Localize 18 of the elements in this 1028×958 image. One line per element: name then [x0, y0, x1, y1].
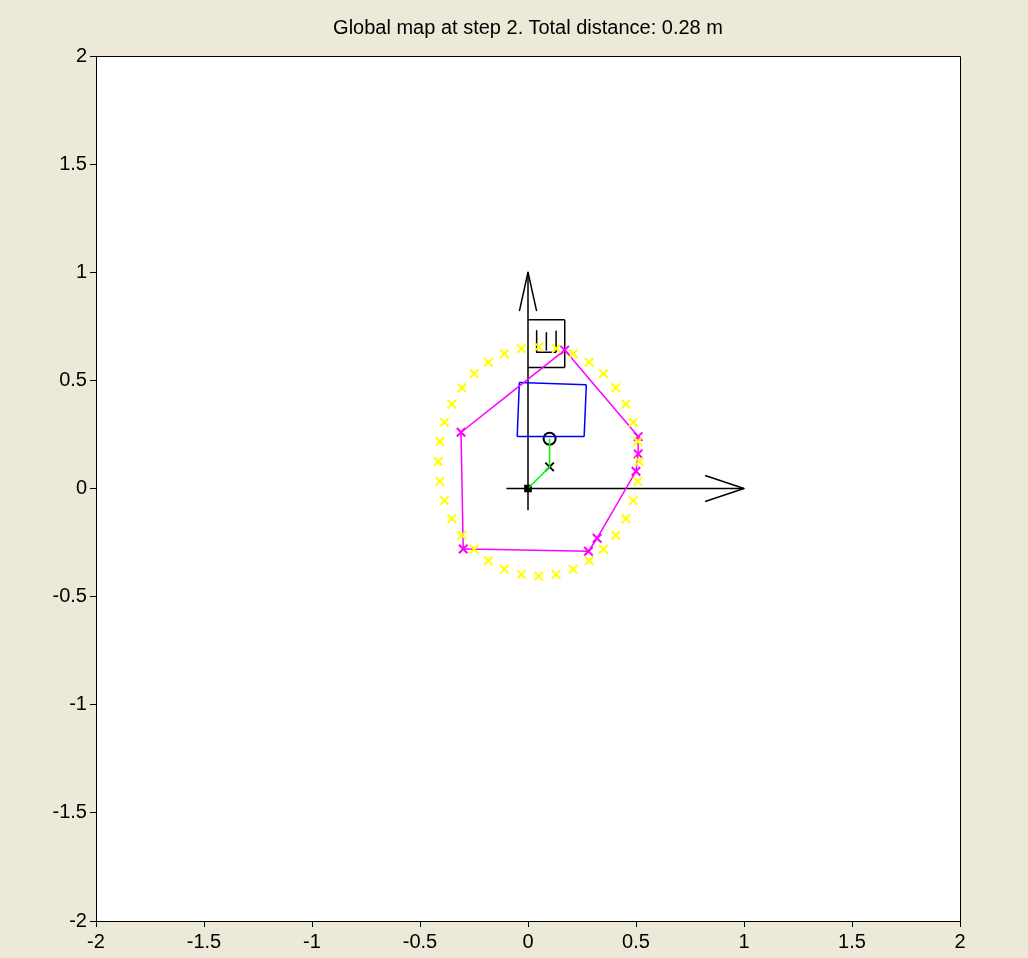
y-tick-label: -1.5 — [52, 800, 87, 823]
y-tick-label: -1 — [69, 692, 87, 715]
y-tick-label: 0 — [75, 476, 87, 499]
y-tick-label: -2 — [69, 908, 87, 931]
y-tick-label: 1.5 — [59, 151, 87, 174]
x-tick-label: -1 — [303, 929, 321, 952]
x-tick-label: 1.5 — [838, 929, 866, 952]
y-tick-label: 2 — [75, 43, 87, 66]
chart-title: Global map at step 2. Total distance: 0.28 m — [333, 15, 723, 38]
y-tick-label: -0.5 — [52, 584, 87, 607]
y-tick-label: 1 — [75, 259, 87, 282]
x-tick-label: 0.5 — [622, 929, 650, 952]
x-tick-label: 1 — [738, 929, 750, 952]
x-tick-label: -0.5 — [402, 929, 438, 952]
x-tick-label: 2 — [954, 929, 966, 952]
x-tick-label: 0 — [522, 929, 534, 952]
y-tick-label: 0.5 — [59, 367, 87, 390]
x-tick-label: -1.5 — [186, 929, 222, 952]
